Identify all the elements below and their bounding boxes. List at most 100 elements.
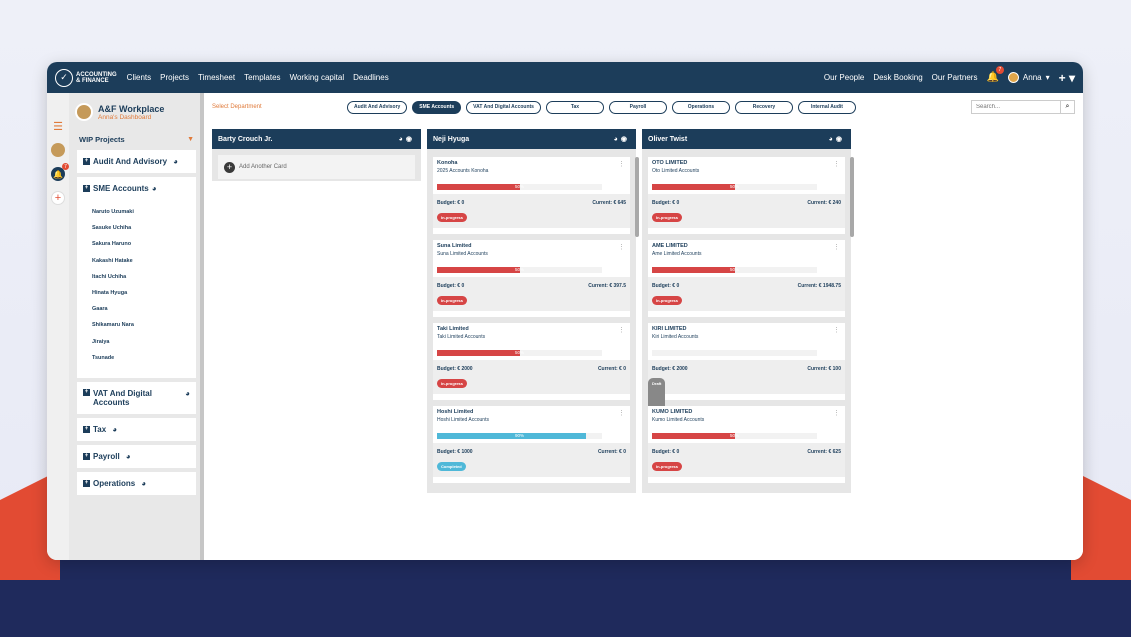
pie-chart-icon[interactable]: ◕ bbox=[613, 136, 621, 143]
sidebar-dept-operations[interactable]: + Operations ◕ bbox=[77, 471, 196, 495]
card-subtitle: Suna Limited Accounts bbox=[437, 251, 488, 257]
pill-vat-and-digital-accounts[interactable]: VAT And Digital Accounts bbox=[466, 100, 541, 114]
logo-icon: ✓ bbox=[55, 68, 73, 87]
more-options-icon[interactable]: ⋮ bbox=[833, 410, 840, 417]
pill-internal-audit[interactable]: Internal Audit bbox=[797, 100, 856, 114]
card-title: Hoshi Limited bbox=[437, 409, 474, 415]
workspace-header: A&F Workplace Anna's Dashboard bbox=[73, 99, 200, 131]
bell-icon[interactable]: 🔔 7 bbox=[51, 163, 69, 181]
search-input[interactable] bbox=[971, 100, 1061, 114]
nav-link-our-partners[interactable]: Our Partners bbox=[931, 73, 978, 82]
nav-link-templates[interactable]: Templates bbox=[244, 73, 281, 82]
more-options-icon[interactable]: ⋮ bbox=[618, 244, 625, 251]
pill-sme-accounts[interactable]: SME Accounts bbox=[412, 100, 462, 114]
current-value: Current: € 240 bbox=[807, 200, 841, 206]
search-icon[interactable]: ⌕ bbox=[1061, 100, 1075, 114]
pill-audit-and-advisory[interactable]: Audit And Advisory bbox=[347, 100, 408, 114]
list-item[interactable]: Gaara bbox=[92, 306, 108, 313]
card-title: Konoha bbox=[437, 160, 458, 166]
progress-label: 90% bbox=[514, 433, 524, 438]
nav-link-deadlines[interactable]: Deadlines bbox=[353, 73, 389, 82]
project-card[interactable]: ⋮ Taki Limited Taki Limited Accounts 50% Bud… bbox=[433, 323, 630, 400]
nav-link-projects[interactable]: Projects bbox=[160, 73, 190, 82]
more-options-icon[interactable]: ⋮ bbox=[833, 244, 840, 251]
progress-bar: 50% bbox=[652, 433, 817, 439]
pie-chart-icon[interactable]: ◕ bbox=[112, 424, 118, 434]
scrollbar[interactable] bbox=[635, 157, 639, 237]
pill-tax[interactable]: Tax bbox=[545, 100, 604, 114]
list-item[interactable]: Sasuke Uchiha bbox=[92, 225, 132, 232]
project-card[interactable]: ⋮ KIRI LIMITED Kiri Limited Accounts Budget… bbox=[648, 323, 845, 412]
pie-chart-icon[interactable]: ◕ bbox=[151, 184, 157, 193]
current-value: Current: € 1948.75 bbox=[797, 283, 841, 289]
pie-chart-icon[interactable]: ◕ bbox=[173, 157, 178, 166]
kanban-board: Barty Crouch Jr. ◕◉ + Add Another Card N… bbox=[212, 129, 1075, 493]
pie-chart-icon[interactable]: ◕ bbox=[125, 451, 131, 461]
list-item[interactable]: Itachi Uchiha bbox=[92, 273, 127, 280]
progress-label: 50% bbox=[514, 267, 524, 272]
sidebar-dept-sme-head[interactable]: + SME Accounts ◕ bbox=[83, 184, 157, 193]
sidebar-dept-vat[interactable]: + VAT And Digital Accounts ◕ bbox=[77, 381, 196, 414]
nav-link-desk-booking[interactable]: Desk Booking bbox=[873, 73, 923, 82]
nav-link-working-capital[interactable]: Working capital bbox=[289, 73, 345, 82]
more-options-icon[interactable]: ⋮ bbox=[833, 327, 840, 334]
pill-payroll[interactable]: Payroll bbox=[608, 100, 667, 114]
main-content: Select Department Audit And Advisory SME… bbox=[204, 93, 1083, 560]
pie-chart-icon[interactable]: ◕ bbox=[828, 136, 836, 143]
current-value: Current: € 645 bbox=[592, 200, 626, 206]
project-card[interactable]: ⋮ Hoshi Limited Hoshi Limited Accounts 90% B… bbox=[433, 406, 630, 483]
project-card[interactable]: ⋮ Konoha 2025 Accounts Konoha 50% Budget: € … bbox=[433, 157, 630, 234]
nav-link-our-people[interactable]: Our People bbox=[823, 73, 865, 82]
add-icon[interactable]: + bbox=[51, 191, 65, 205]
more-options-icon[interactable]: ⋮ bbox=[833, 161, 840, 168]
workspace-subtitle[interactable]: Anna's Dashboard bbox=[98, 113, 152, 121]
eye-icon[interactable]: ◉ bbox=[405, 136, 415, 143]
scrollbar[interactable] bbox=[850, 157, 854, 237]
list-item[interactable]: Sakura Haruno bbox=[92, 241, 132, 248]
list-item[interactable]: Shikamaru Nara bbox=[92, 322, 134, 329]
pie-chart-icon[interactable]: ◕ bbox=[398, 136, 406, 143]
add-card-button[interactable]: + Add Another Card bbox=[218, 155, 415, 179]
nav-link-timesheet[interactable]: Timesheet bbox=[198, 73, 236, 82]
eye-icon[interactable]: ◉ bbox=[620, 136, 630, 143]
project-card[interactable]: ⋮ AME LIMITED Ame Limited Accounts 50% Budge… bbox=[648, 240, 845, 317]
pill-operations[interactable]: Operations bbox=[671, 100, 730, 114]
status-badge: In-progress bbox=[652, 296, 683, 305]
progress-fill bbox=[437, 184, 520, 190]
logo[interactable]: ✓ ACCOUNTING & FINANCE bbox=[55, 68, 117, 87]
more-options-icon[interactable]: ⋮ bbox=[618, 161, 625, 168]
plus-square-icon: + bbox=[83, 452, 90, 460]
add-menu-button[interactable]: + ▾ bbox=[1058, 70, 1075, 85]
project-card[interactable]: ⋮ OTO LIMITED Oto Limited Accounts 50% Budge… bbox=[648, 157, 845, 234]
plus-square-icon: + bbox=[83, 158, 90, 165]
progress-label: 50% bbox=[729, 184, 739, 189]
progress-bar: 50% bbox=[652, 267, 817, 273]
nav-link-clients[interactable]: Clients bbox=[126, 73, 152, 82]
eye-icon[interactable]: ◉ bbox=[835, 136, 845, 143]
plus-square-icon: + bbox=[83, 479, 90, 487]
sidebar-dept-audit[interactable]: + Audit And Advisory ◕ bbox=[77, 150, 196, 173]
budget-value: Budget: € 2000 bbox=[437, 366, 473, 372]
bell-icon[interactable]: 🔔 7 bbox=[986, 66, 1004, 83]
list-item[interactable]: Naruto Uzumaki bbox=[92, 209, 134, 215]
card-subtitle: Hoshi Limited Accounts bbox=[437, 417, 489, 423]
list-item[interactable]: Tsunade bbox=[92, 354, 115, 361]
project-card[interactable]: ⋮ Suna Limited Suna Limited Accounts 50% Bud… bbox=[433, 240, 630, 317]
more-options-icon[interactable]: ⋮ bbox=[618, 327, 625, 334]
pill-recovery[interactable]: Recovery bbox=[734, 100, 793, 114]
sidebar-dept-tax[interactable]: + Tax ◕ bbox=[77, 417, 196, 441]
pie-chart-icon[interactable]: ◕ bbox=[185, 388, 190, 398]
pie-chart-icon[interactable]: ◕ bbox=[141, 478, 147, 488]
list-item[interactable]: Kakashi Hatake bbox=[92, 257, 133, 264]
project-card[interactable]: ⋮ KUMO LIMITED Kumo Limited Accounts 50% Bud… bbox=[648, 406, 845, 483]
user-menu[interactable]: Anna ▾ bbox=[1007, 72, 1050, 83]
current-value: Current: € 397.5 bbox=[588, 283, 626, 289]
list-item[interactable]: Hinata Hyuga bbox=[92, 289, 128, 296]
sidebar-dept-payroll[interactable]: + Payroll ◕ bbox=[77, 444, 196, 468]
status-badge: Draft bbox=[648, 378, 666, 412]
hamburger-icon[interactable]: ☰ bbox=[53, 120, 63, 133]
wip-projects-toggle[interactable]: WIP Projects ▼ bbox=[73, 131, 200, 148]
more-options-icon[interactable]: ⋮ bbox=[618, 410, 625, 417]
list-item[interactable]: Jiraiya bbox=[92, 338, 110, 345]
avatar[interactable] bbox=[51, 143, 65, 157]
